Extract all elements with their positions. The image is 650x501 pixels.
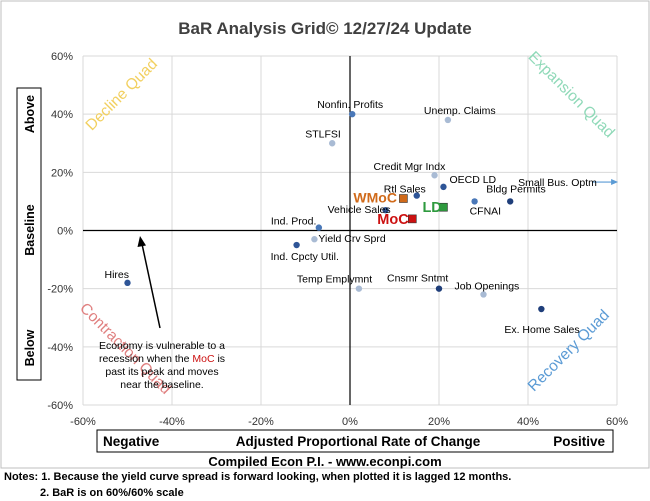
y-tick-label: -20% <box>47 284 73 296</box>
data-point <box>435 285 443 292</box>
composite-label: WMoC <box>353 190 397 206</box>
data-point-label: Temp Emplymnt <box>297 274 372 286</box>
x-tick-label: 0% <box>342 416 358 428</box>
chart-title: BaR Analysis Grid© 12/27/24 Update <box>178 19 471 38</box>
x-tick-label: -20% <box>248 416 274 428</box>
annotation-line: Economy is vulnerable to a <box>99 340 225 352</box>
data-point <box>349 110 356 118</box>
chart-frame <box>0 0 650 469</box>
x-tick-label: 40% <box>517 416 539 428</box>
data-point <box>444 116 452 124</box>
data-point-label: Ind. Cpcty Util. <box>271 251 339 263</box>
annotation-arrowhead <box>137 236 146 247</box>
annotation-arrow <box>141 243 161 329</box>
data-point <box>293 241 300 249</box>
y-tick-label: 20% <box>51 167 73 179</box>
data-point-label: OECD LD <box>449 174 496 186</box>
data-point <box>382 206 389 214</box>
data-point-label: Unemp. Claims <box>424 105 496 117</box>
y-label-box <box>16 87 42 381</box>
data-point-label: Credit Mgr Indx <box>374 161 447 173</box>
data-point-label: Ex. Home Sales <box>504 324 579 336</box>
data-point-label: Bldg Permits <box>486 183 546 195</box>
x-tick-label: 20% <box>428 416 450 428</box>
composite-marker <box>439 202 448 212</box>
data-point-label: Rtl Sales <box>384 184 426 196</box>
y-tick-label: 60% <box>51 51 73 63</box>
data-point-label: Small Bus. Optm <box>518 177 597 189</box>
footer-source: Compiled Econ P.I. - www.econpi.com <box>208 454 441 469</box>
data-point-label: STLFSI <box>305 128 341 140</box>
data-point <box>315 224 323 231</box>
x-label-box <box>96 429 614 453</box>
composite-marker <box>399 194 408 203</box>
data-point-label: Job Openings <box>455 280 520 292</box>
annotation-line: recession when the MoC is <box>99 353 225 365</box>
data-point <box>471 198 478 205</box>
x-label-positive: Positive <box>553 434 605 449</box>
data-point-label: Ind. Prod. <box>271 216 317 228</box>
annotation-line: past its peak and moves <box>105 366 218 378</box>
data-point <box>507 198 514 205</box>
note-2: 2. BaR is on 60%/60% scale <box>40 487 184 499</box>
note-1: Notes: 1. Because the yield curve spread… <box>4 471 512 483</box>
y-tick-label: 0% <box>57 226 73 238</box>
x-label-negative: Negative <box>103 434 160 449</box>
data-point <box>355 285 363 292</box>
data-point-label: Yield Crv Sprd <box>318 233 385 245</box>
data-point <box>124 279 131 287</box>
data-point <box>329 140 336 147</box>
data-point-arrowhead <box>611 179 619 186</box>
y-axis-label: Baseline <box>23 204 37 255</box>
y-tick-label: 40% <box>51 109 73 121</box>
x-tick-label: 60% <box>606 416 628 428</box>
data-point-label: Nonfin. Profits <box>317 99 383 111</box>
data-point <box>431 172 438 179</box>
data-point-label: Vehicle Sales <box>328 204 391 216</box>
y-tick-label: -40% <box>47 342 73 354</box>
composite-label: MoC <box>377 212 409 228</box>
annotation-line: near the baseline. <box>120 379 203 391</box>
y-tick-label: -60% <box>47 400 73 412</box>
y-axis-label: Above <box>23 95 37 133</box>
data-point <box>440 183 447 191</box>
data-point-label: CFNAI <box>470 205 502 217</box>
x-axis-title: Adjusted Proportional Rate of Change <box>236 434 481 449</box>
y-axis-label: Below <box>23 329 37 366</box>
data-point <box>413 192 420 199</box>
data-point-label: Hires <box>105 269 130 281</box>
data-point-label: Cnsmr Sntmt <box>387 273 448 285</box>
composite-label: LD <box>422 200 441 216</box>
x-tick-label: -40% <box>159 416 185 428</box>
composite-marker <box>407 214 417 224</box>
data-point <box>311 236 318 243</box>
data-point <box>480 291 487 298</box>
data-point <box>538 305 545 313</box>
x-tick-label: -60% <box>70 416 96 428</box>
